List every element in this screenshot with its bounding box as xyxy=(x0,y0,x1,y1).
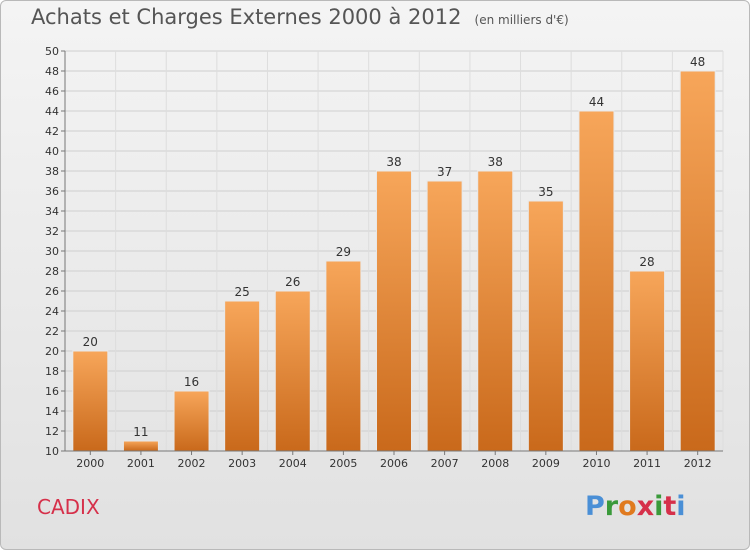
y-tick-label: 34 xyxy=(45,205,59,218)
x-tick-label: 2009 xyxy=(532,457,560,470)
data-label: 38 xyxy=(488,155,503,169)
commune-name: CADIX xyxy=(37,495,100,519)
bar xyxy=(376,170,412,452)
x-tick-label: 2000 xyxy=(76,457,104,470)
y-tick-label: 36 xyxy=(45,185,59,198)
y-tick-label: 22 xyxy=(45,325,59,338)
chart-subtitle: (en milliers d'€) xyxy=(474,13,569,27)
y-tick-label: 50 xyxy=(45,45,59,58)
y-tick-label: 46 xyxy=(45,85,59,98)
bar xyxy=(679,70,716,452)
logo-letter: t xyxy=(663,491,677,522)
bar xyxy=(578,110,615,452)
bar xyxy=(173,390,210,452)
label-layer: 20 11 16 25 26 29 38 37 38 35 44 28 48 xyxy=(83,55,706,439)
bar xyxy=(72,350,109,452)
logo-letter: x xyxy=(636,491,655,522)
y-tick-label: 40 xyxy=(45,145,59,158)
bar xyxy=(122,440,159,452)
x-tick-label: 2011 xyxy=(633,457,661,470)
y-tick-label: 20 xyxy=(45,345,59,358)
y-tick-label: 38 xyxy=(45,165,59,178)
bar xyxy=(274,290,311,452)
data-label: 28 xyxy=(639,255,654,269)
data-label: 38 xyxy=(386,155,401,169)
bar xyxy=(325,260,362,452)
y-tick-label: 16 xyxy=(45,385,59,398)
y-tick-label: 14 xyxy=(45,405,59,418)
y-tick-label: 18 xyxy=(45,365,59,378)
bar xyxy=(477,170,514,452)
data-label: 35 xyxy=(538,185,553,199)
data-label: 16 xyxy=(184,375,199,389)
x-tick-label: 2005 xyxy=(329,457,357,470)
chart-title: Achats et Charges Externes 2000 à 2012 xyxy=(31,5,462,29)
bar xyxy=(426,180,463,452)
x-tick-label: 2001 xyxy=(127,457,155,470)
x-tick-label: 2012 xyxy=(684,457,712,470)
y-tick-label: 24 xyxy=(45,305,59,318)
data-label: 25 xyxy=(235,285,250,299)
data-label: 11 xyxy=(133,425,148,439)
x-tick-label: 2007 xyxy=(431,457,459,470)
y-tick-label: 28 xyxy=(45,265,59,278)
bar-layer xyxy=(72,70,716,452)
data-label: 29 xyxy=(336,245,351,259)
bar xyxy=(224,300,261,452)
x-tick-label: 2010 xyxy=(582,457,610,470)
title-row: Achats et Charges Externes 2000 à 2012 (… xyxy=(31,5,569,29)
data-label: 48 xyxy=(690,55,705,69)
y-tick-label: 26 xyxy=(45,285,59,298)
logo-letter: i xyxy=(676,491,686,522)
y-tick-label: 32 xyxy=(45,225,59,238)
data-label: 44 xyxy=(589,95,604,109)
logo-letter: i xyxy=(654,491,664,522)
x-tick-label: 2004 xyxy=(279,457,307,470)
y-tick-label: 10 xyxy=(45,445,59,458)
x-tick-label: 2008 xyxy=(481,457,509,470)
data-label: 37 xyxy=(437,165,452,179)
y-tick-label: 42 xyxy=(45,125,59,138)
data-label: 20 xyxy=(83,335,98,349)
y-tick-label: 12 xyxy=(45,425,59,438)
y-tick-label: 48 xyxy=(45,65,59,78)
logo-letter: r xyxy=(604,491,619,522)
x-tick-label: 2003 xyxy=(228,457,256,470)
data-label: 26 xyxy=(285,275,300,289)
bar xyxy=(527,200,564,452)
logo-letter: P xyxy=(585,491,605,522)
axis-layer: 10 12 14 16 18 20 22 24 26 28 30 32 34 36 38 40 42 44 46 48… xyxy=(45,45,723,470)
proxiti-logo: Proxiti xyxy=(585,491,686,522)
y-tick-label: 44 xyxy=(45,105,59,118)
x-tick-label: 2002 xyxy=(178,457,206,470)
logo-letter: o xyxy=(618,491,637,522)
x-tick-label: 2006 xyxy=(380,457,408,470)
y-tick-label: 30 xyxy=(45,245,59,258)
bar xyxy=(629,270,666,452)
